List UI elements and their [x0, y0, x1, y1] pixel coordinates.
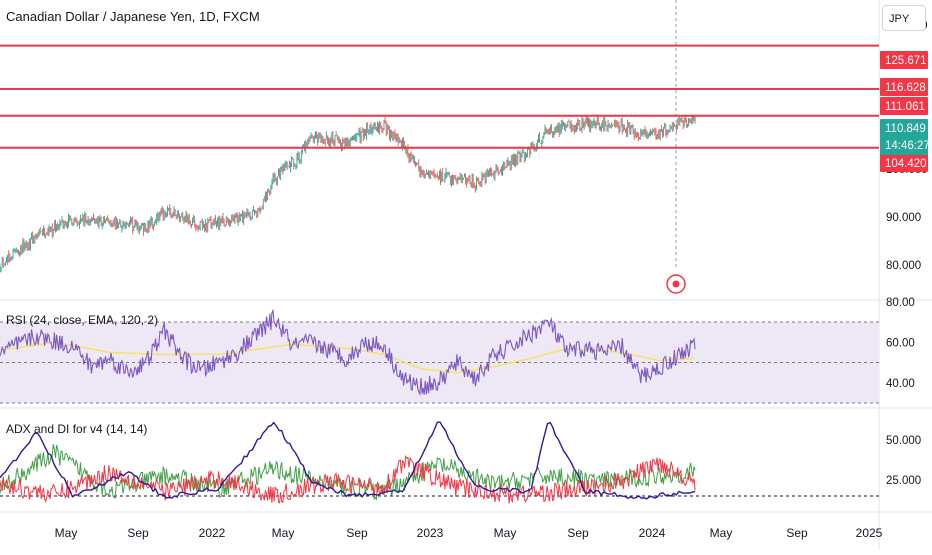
time-tick-label: 2024 — [639, 526, 666, 540]
time-tick-label: May — [272, 526, 295, 540]
price-tick-label: 90.000 — [886, 212, 921, 224]
adx-line — [0, 421, 696, 500]
countdown-label: 14:46:27 — [885, 140, 930, 152]
chart-title: Canadian Dollar / Japanese Yen, 1D, FXCM — [6, 9, 260, 24]
last-price-bg — [880, 119, 928, 155]
adx-tick-label: 25.000 — [886, 475, 921, 487]
time-tick-label: May — [494, 526, 517, 540]
level-label-0: 125.671 — [885, 55, 927, 67]
price-tick-label: 80.000 — [886, 260, 921, 272]
level-label-2: 111.061 — [885, 101, 925, 113]
level-label-1-bg — [880, 78, 928, 96]
minus-di-line — [0, 454, 696, 504]
level-label-0-bg — [880, 51, 928, 69]
last-price-label: 110.849 — [885, 123, 926, 135]
rsi-pane-title: RSI (24, close, EMA, 120, 2) — [6, 313, 159, 327]
level-label-2-bg — [880, 97, 928, 115]
time-tick-label: May — [710, 526, 733, 540]
time-tick-label: Sep — [567, 526, 589, 540]
time-tick-label: 2025 — [856, 526, 883, 540]
rsi-line — [0, 308, 696, 396]
time-tick-label: Sep — [127, 526, 149, 540]
time-tick-label: 2023 — [417, 526, 444, 540]
adx-pane-title: ADX and DI for v4 (14, 14) — [6, 422, 148, 436]
level-label-1: 116.628 — [885, 82, 926, 94]
time-tick-label: May — [55, 526, 78, 540]
currency-button[interactable]: JPY — [882, 5, 926, 31]
rsi-tick-label: 60.00 — [886, 337, 915, 349]
alert-icon-dot — [672, 280, 680, 288]
time-tick-label: Sep — [786, 526, 808, 540]
time-tick-label: Sep — [346, 526, 368, 540]
rsi-tick-label: 80.00 — [886, 297, 915, 309]
rsi-tick-label: 40.00 — [886, 378, 915, 390]
level-label-3: 104.420 — [885, 158, 927, 170]
candles — [0, 114, 696, 273]
level-label-3-bg — [880, 154, 928, 172]
rsi-ma-line — [0, 341, 696, 374]
adx-tick-label: 50.000 — [886, 435, 921, 447]
time-tick-label: 2022 — [199, 526, 226, 540]
